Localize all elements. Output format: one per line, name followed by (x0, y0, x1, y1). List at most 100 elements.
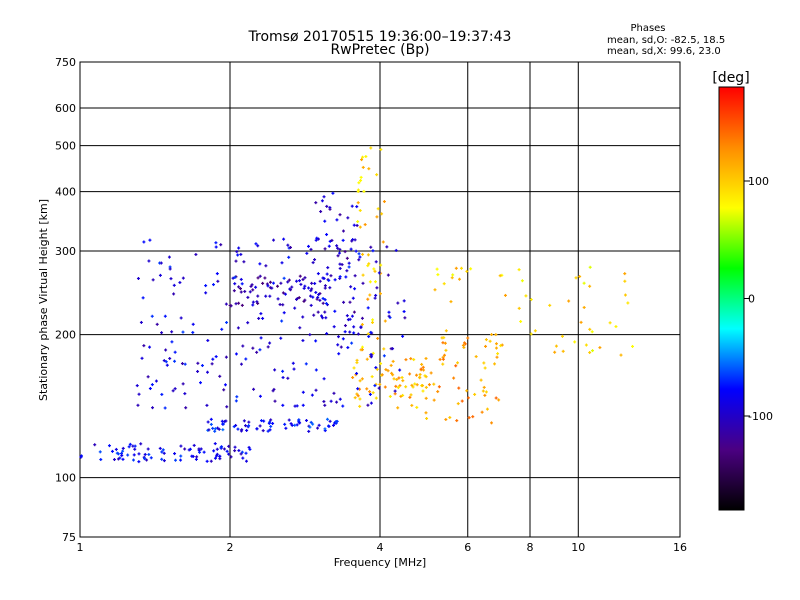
data-point (219, 243, 223, 247)
data-point (567, 299, 571, 303)
data-point (402, 299, 406, 303)
data-point (224, 302, 228, 306)
data-point (255, 427, 259, 431)
data-point (460, 399, 464, 403)
data-point (293, 423, 297, 427)
data-point (353, 396, 357, 400)
data-point (233, 275, 237, 279)
data-point (310, 281, 314, 285)
data-point (442, 282, 446, 286)
data-point (222, 388, 226, 392)
data-point (338, 266, 342, 270)
data-point (115, 451, 119, 455)
data-point (359, 325, 363, 329)
data-point (196, 369, 200, 373)
data-point (224, 419, 228, 423)
data-point (393, 389, 397, 393)
data-point (338, 213, 342, 217)
data-point (619, 353, 623, 357)
data-point (451, 273, 455, 277)
data-point (240, 428, 244, 432)
data-point (244, 357, 248, 361)
data-point (192, 443, 196, 447)
data-point (500, 343, 504, 347)
data-point (237, 301, 241, 305)
data-point (365, 387, 369, 391)
data-point (254, 285, 258, 289)
data-point (357, 252, 361, 256)
data-point (214, 355, 218, 359)
data-point (258, 394, 262, 398)
data-point (259, 336, 263, 340)
data-point (291, 361, 295, 365)
data-point (358, 255, 362, 259)
data-point (424, 385, 428, 389)
data-point (359, 175, 363, 179)
data-point (235, 250, 239, 254)
data-point (164, 348, 168, 352)
data-point (256, 294, 260, 298)
data-point (401, 379, 405, 383)
data-point (336, 254, 340, 258)
data-point (303, 276, 307, 280)
data-point (150, 314, 154, 318)
data-point (362, 189, 366, 193)
data-point (394, 384, 398, 388)
data-point (398, 368, 402, 372)
data-point (424, 396, 428, 400)
data-point (358, 397, 362, 401)
data-point (188, 447, 192, 451)
data-point (443, 353, 447, 357)
data-point (452, 376, 456, 380)
data-point (441, 357, 445, 361)
data-point (369, 146, 373, 150)
data-point (554, 344, 558, 348)
data-point (341, 337, 345, 341)
data-point (333, 309, 337, 313)
data-point (284, 426, 288, 430)
data-point (287, 255, 291, 259)
data-point (355, 205, 359, 209)
data-point (442, 336, 446, 340)
data-point (574, 276, 578, 280)
data-point (330, 238, 334, 242)
data-point (325, 204, 329, 208)
data-point (379, 362, 383, 366)
data-point (364, 155, 368, 159)
data-point (210, 362, 214, 366)
data-point (377, 271, 381, 275)
data-point (338, 247, 342, 251)
data-point (331, 423, 335, 427)
data-point (322, 400, 326, 404)
data-point (155, 322, 159, 326)
data-point (415, 383, 419, 387)
data-point (145, 458, 149, 462)
data-point (375, 286, 379, 290)
data-point (397, 376, 401, 380)
data-point (239, 290, 243, 294)
data-point (180, 362, 184, 366)
data-point (236, 326, 240, 330)
data-point (368, 392, 372, 396)
data-point (623, 279, 627, 283)
data-point (327, 424, 331, 428)
data-point (262, 419, 266, 423)
data-point (403, 316, 407, 320)
data-point (289, 422, 293, 426)
data-point (588, 265, 592, 269)
data-point (584, 343, 588, 347)
data-point (143, 457, 147, 461)
data-point (338, 251, 342, 255)
data-point (225, 449, 229, 453)
data-point (325, 332, 329, 336)
data-point (266, 345, 270, 349)
data-point (370, 375, 374, 379)
data-point (455, 419, 459, 423)
data-point (424, 411, 428, 415)
data-point (332, 391, 336, 395)
data-point (307, 429, 311, 433)
data-point (631, 344, 635, 348)
data-point (370, 320, 374, 324)
data-point (343, 330, 347, 334)
